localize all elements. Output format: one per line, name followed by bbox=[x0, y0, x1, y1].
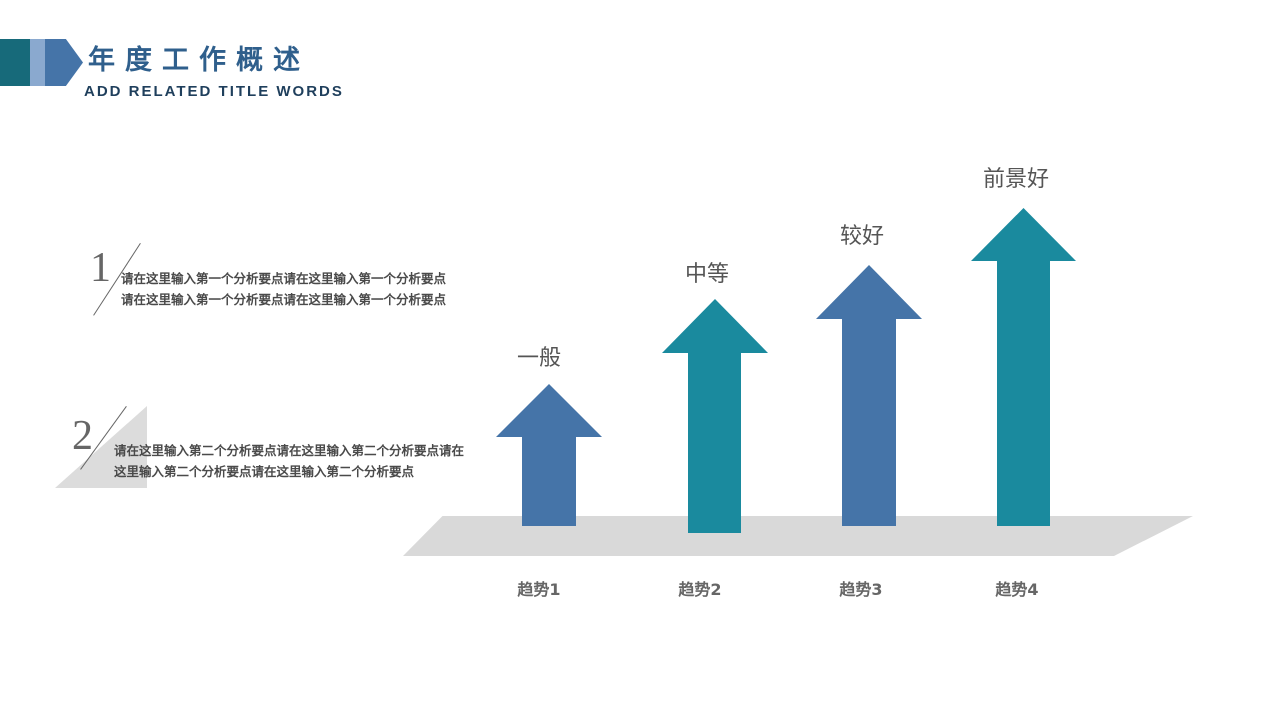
point-number: 1 bbox=[90, 245, 111, 291]
value-label: 中等 bbox=[684, 262, 729, 287]
arrow-head bbox=[662, 299, 768, 353]
category-label: 趋势3 bbox=[839, 580, 883, 599]
value-label: 较好 bbox=[839, 224, 884, 249]
point-number: 2 bbox=[72, 413, 93, 459]
category-label: 趋势1 bbox=[517, 580, 561, 599]
header-block-dark bbox=[0, 39, 30, 86]
value-label: 前景好 bbox=[982, 167, 1049, 192]
value-label: 一般 bbox=[516, 346, 561, 371]
arrow-head bbox=[496, 384, 602, 437]
arrow-head bbox=[816, 265, 922, 319]
page-title: 年度工作概述 bbox=[88, 45, 310, 76]
arrow-bar-2 bbox=[662, 299, 768, 533]
arrow-shaft bbox=[997, 260, 1050, 526]
arrow-bar-3 bbox=[816, 265, 922, 526]
arrow-shaft bbox=[688, 352, 741, 533]
category-label: 趋势4 bbox=[995, 580, 1039, 599]
header-arrow-block bbox=[45, 39, 83, 86]
arrow-bar-4 bbox=[971, 208, 1076, 526]
header-block-light bbox=[30, 39, 45, 86]
arrow-head bbox=[971, 208, 1076, 261]
arrow-shaft bbox=[522, 436, 576, 526]
point-text: 请在这里输入第一个分析要点请在这里输入第一个分析要点请在这里输入第一个分析要点请… bbox=[121, 271, 447, 307]
arrow-bar-1 bbox=[496, 384, 602, 526]
page-subtitle: ADD RELATED TITLE WORDS bbox=[84, 83, 344, 100]
arrow-shaft bbox=[842, 318, 896, 526]
header-decoration bbox=[0, 39, 90, 86]
point-text: 请在这里输入第二个分析要点请在这里输入第二个分析要点请在这里输入第二个分析要点请… bbox=[114, 443, 465, 479]
category-label: 趋势2 bbox=[678, 580, 722, 599]
